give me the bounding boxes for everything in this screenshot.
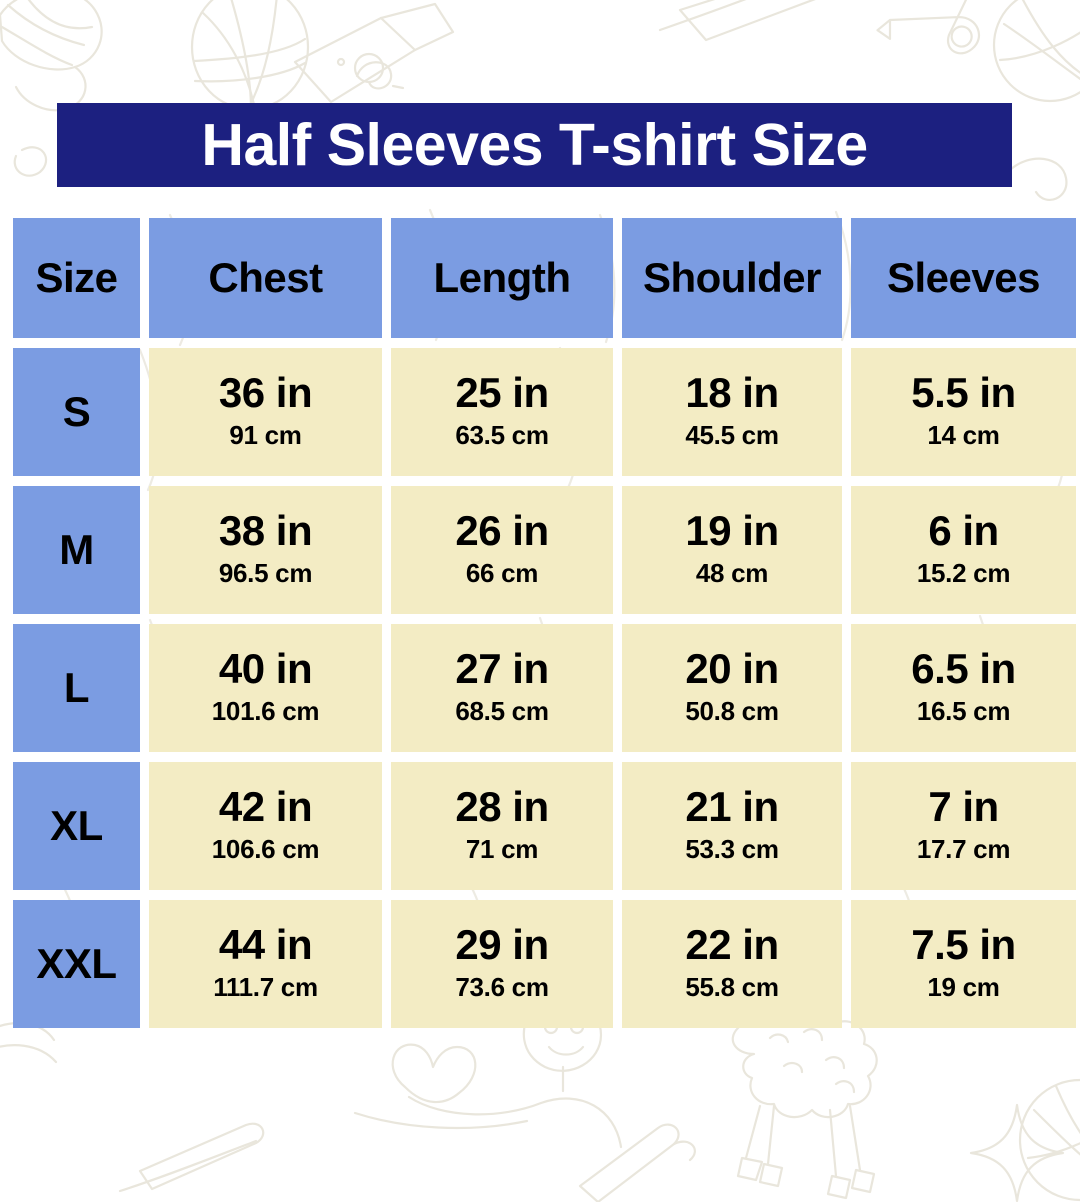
value-centimeters: 48 cm — [695, 557, 769, 588]
cell-shoulder: 18 in 45.5 cm — [622, 348, 842, 476]
title-banner: Half Sleeves T-shirt Size — [57, 103, 1012, 187]
page-title: Half Sleeves T-shirt Size — [201, 111, 868, 178]
value-inches: 19 in — [685, 506, 779, 554]
value-inches: 21 in — [685, 782, 779, 830]
column-header-sleeves: Sleeves — [851, 218, 1076, 338]
table-row: L 40 in 101.6 cm 27 in 68.5 cm 20 in 50.… — [13, 624, 1076, 752]
value-centimeters: 55.8 cm — [685, 971, 779, 1002]
value-inches: 42 in — [218, 782, 313, 830]
row-size-label-cell: XL — [13, 762, 140, 890]
value-centimeters: 106.6 cm — [211, 833, 320, 864]
column-header-length: Length — [391, 218, 613, 338]
column-header-chest: Chest — [149, 218, 382, 338]
cell-shoulder: 19 in 48 cm — [622, 486, 842, 614]
value-centimeters: 73.6 cm — [455, 971, 549, 1002]
value-inches: 6.5 in — [911, 644, 1016, 692]
value-inches: 28 in — [455, 782, 549, 830]
value-inches: 29 in — [455, 920, 549, 968]
column-header-chest-label: Chest — [208, 254, 323, 301]
value-inches: 38 in — [218, 506, 313, 554]
value-inches: 26 in — [455, 506, 549, 554]
value-inches: 36 in — [218, 368, 313, 416]
row-size-label: XL — [50, 802, 103, 849]
value-inches: 20 in — [685, 644, 779, 692]
column-header-sleeves-label: Sleeves — [887, 254, 1040, 301]
cell-shoulder: 20 in 50.8 cm — [622, 624, 842, 752]
cell-length: 26 in 66 cm — [391, 486, 613, 614]
value-centimeters: 71 cm — [465, 833, 539, 864]
cell-sleeves: 7.5 in 19 cm — [851, 900, 1076, 1028]
value-centimeters: 17.7 cm — [916, 833, 1011, 864]
row-size-label: XXL — [36, 940, 117, 987]
cell-sleeves: 5.5 in 14 cm — [851, 348, 1076, 476]
cell-length: 25 in 63.5 cm — [391, 348, 613, 476]
cell-sleeves: 6.5 in 16.5 cm — [851, 624, 1076, 752]
value-inches: 7 in — [928, 782, 999, 830]
column-header-shoulder-label: Shoulder — [642, 254, 822, 301]
cell-chest: 38 in 96.5 cm — [149, 486, 382, 614]
cell-chest: 42 in 106.6 cm — [149, 762, 382, 890]
cell-sleeves: 7 in 17.7 cm — [851, 762, 1076, 890]
row-size-label-cell: S — [13, 348, 140, 476]
table-header-row: Size Chest Length Shoulder Sleeves — [13, 218, 1076, 338]
cell-chest: 44 in 111.7 cm — [149, 900, 382, 1028]
row-size-label-cell: M — [13, 486, 140, 614]
value-centimeters: 91 cm — [229, 419, 302, 450]
value-inches: 25 in — [455, 368, 549, 416]
value-inches: 27 in — [455, 644, 549, 692]
value-inches: 18 in — [685, 368, 779, 416]
table-row: S 36 in 91 cm 25 in 63.5 cm 18 in 45.5 c… — [13, 348, 1076, 476]
value-centimeters: 96.5 cm — [218, 557, 313, 588]
row-size-label: M — [59, 526, 94, 573]
value-centimeters: 14 cm — [927, 419, 1000, 450]
value-inches: 7.5 in — [911, 920, 1016, 968]
value-inches: 5.5 in — [911, 368, 1016, 416]
value-inches: 40 in — [218, 644, 313, 692]
size-chart-table: Size Chest Length Shoulder Sleeves S 36 … — [13, 218, 1076, 1028]
cell-chest: 36 in 91 cm — [149, 348, 382, 476]
value-centimeters: 63.5 cm — [455, 419, 549, 450]
value-centimeters: 19 cm — [927, 971, 1000, 1002]
column-header-size: Size — [13, 218, 140, 338]
table-row: XXL 44 in 111.7 cm 29 in 73.6 cm 22 in 5… — [13, 900, 1076, 1028]
row-size-label-cell: XXL — [13, 900, 140, 1028]
row-size-label-cell: L — [13, 624, 140, 752]
value-centimeters: 66 cm — [465, 557, 539, 588]
table-row: XL 42 in 106.6 cm 28 in 71 cm 21 in 53.3… — [13, 762, 1076, 890]
row-size-label: L — [63, 664, 90, 711]
value-centimeters: 16.5 cm — [916, 695, 1011, 726]
cell-sleeves: 6 in 15.2 cm — [851, 486, 1076, 614]
row-size-label: S — [62, 388, 91, 435]
value-centimeters: 53.3 cm — [685, 833, 779, 864]
value-centimeters: 50.8 cm — [685, 695, 779, 726]
value-inches: 6 in — [928, 506, 999, 554]
cell-length: 29 in 73.6 cm — [391, 900, 613, 1028]
cell-length: 27 in 68.5 cm — [391, 624, 613, 752]
cell-chest: 40 in 101.6 cm — [149, 624, 382, 752]
value-centimeters: 101.6 cm — [211, 695, 320, 726]
value-inches: 44 in — [218, 920, 313, 968]
value-centimeters: 45.5 cm — [685, 419, 779, 450]
cell-shoulder: 22 in 55.8 cm — [622, 900, 842, 1028]
value-inches: 22 in — [685, 920, 779, 968]
column-header-size-label: Size — [35, 254, 118, 301]
value-centimeters: 68.5 cm — [455, 695, 549, 726]
cell-length: 28 in 71 cm — [391, 762, 613, 890]
value-centimeters: 15.2 cm — [916, 557, 1011, 588]
column-header-shoulder: Shoulder — [622, 218, 842, 338]
table-row: M 38 in 96.5 cm 26 in 66 cm 19 in 48 cm … — [13, 486, 1076, 614]
column-header-length-label: Length — [433, 254, 571, 301]
cell-shoulder: 21 in 53.3 cm — [622, 762, 842, 890]
value-centimeters: 111.7 cm — [213, 971, 318, 1002]
